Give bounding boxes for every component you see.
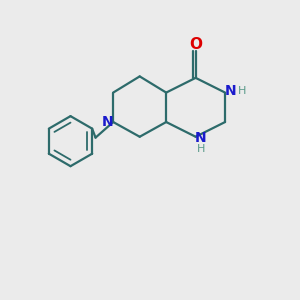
Text: N: N xyxy=(102,115,114,129)
Text: N: N xyxy=(225,84,236,98)
Text: H: H xyxy=(238,86,246,96)
Text: O: O xyxy=(189,38,202,52)
Text: N: N xyxy=(195,131,207,145)
Text: H: H xyxy=(197,144,205,154)
